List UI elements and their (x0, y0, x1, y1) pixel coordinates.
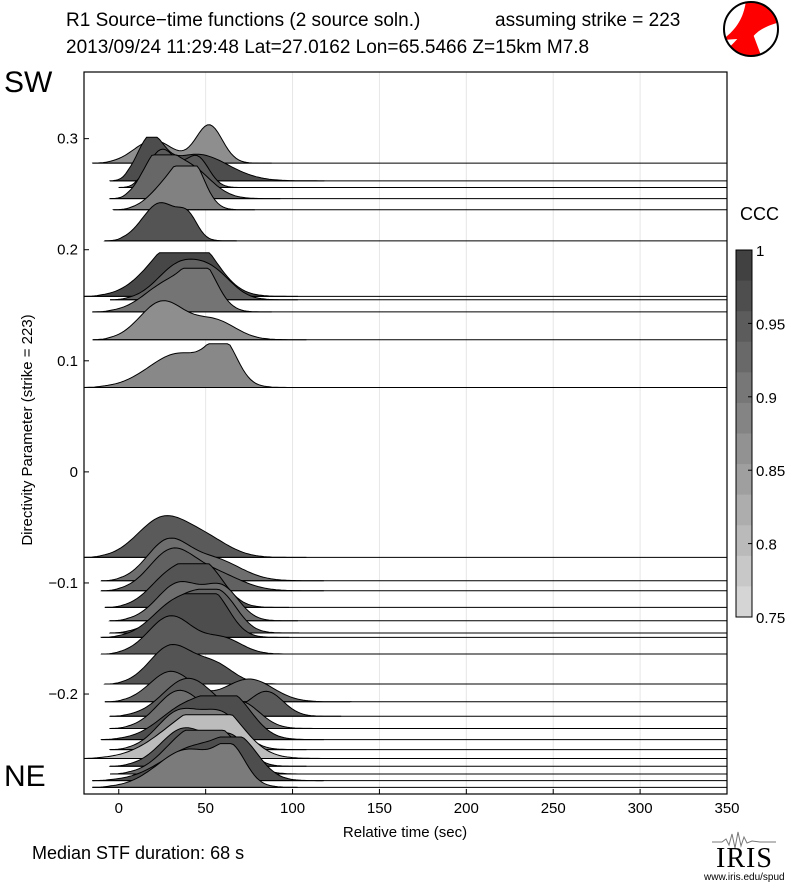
colorbar-band (736, 586, 752, 618)
stf-trace (91, 267, 272, 313)
y-tick-label: 0.1 (57, 353, 78, 370)
seismogram-logo-icon (712, 831, 776, 849)
focal-mechanism-beachball-icon (723, 1, 779, 57)
y-tick-label: 0 (70, 464, 78, 481)
colorbar-band (736, 250, 752, 282)
iris-url: www.iris.edu/spud (704, 872, 785, 883)
x-tick-label: 150 (367, 800, 392, 817)
stf-trace (99, 593, 290, 638)
colorbar-band (736, 433, 752, 465)
colorbar-tick-label: 0.75 (756, 610, 785, 627)
x-axis-label: Relative time (sec) (343, 824, 467, 841)
median-duration: Median STF duration: 68 s (32, 843, 245, 863)
trace-layer (83, 124, 727, 788)
colorbar-band (736, 402, 752, 434)
colorbar: 1 0.95 0.9 0.85 0.8 0.75 (735, 243, 785, 627)
colorbar-frame (735, 249, 753, 618)
colorbar-tick-label: 0.9 (756, 390, 777, 407)
colorbar-tick-label: 0.8 (756, 537, 777, 554)
colorbar-band (736, 555, 752, 587)
colorbar-band (736, 280, 752, 312)
sw-label: SW (4, 66, 53, 99)
x-tick-label: 350 (714, 800, 739, 817)
colorbar-title: CCC (740, 204, 779, 224)
event-info: 2013/09/24 11:29:48 Lat=27.0162 Lon=65.5… (66, 37, 590, 58)
stf-trace (83, 343, 290, 389)
colorbar-tick-label: 0.85 (756, 463, 785, 480)
y-axis: 0.3 0.2 0.1 0 −0.1 −0.2 (48, 131, 89, 703)
colorbar-band (736, 311, 752, 343)
strike-assumption: assuming strike = 223 (495, 10, 681, 31)
y-axis-label: Directivity Parameter (strike = 223) (19, 314, 36, 545)
y-tick-label: 0.3 (57, 131, 78, 148)
colorbar-band (736, 341, 752, 373)
chart-title: R1 Source−time functions (2 source soln.… (66, 10, 421, 31)
plot-frame (83, 71, 728, 795)
x-tick-label: 200 (454, 800, 479, 817)
ne-label: NE (4, 760, 46, 793)
x-axis: 0 50 100 150 200 250 300 350 (115, 789, 740, 817)
x-tick-label: 300 (628, 800, 653, 817)
colorbar-tick-label: 0.95 (756, 316, 785, 333)
colorbar-band (736, 525, 752, 557)
x-tick-label: 250 (541, 800, 566, 817)
y-tick-label: −0.1 (48, 575, 78, 592)
colorbar-tick-label: 1 (756, 243, 764, 260)
x-tick-label: 100 (280, 800, 305, 817)
iris-logo: IRIS (716, 843, 773, 874)
x-tick-label: 0 (115, 800, 123, 817)
colorbar-band (736, 372, 752, 404)
colorbar-band (736, 494, 752, 526)
colorbar-band (736, 464, 752, 496)
stf-trace (92, 743, 298, 788)
x-tick-label: 50 (197, 800, 214, 817)
y-tick-label: 0.2 (57, 242, 78, 259)
y-tick-label: −0.2 (48, 686, 78, 703)
